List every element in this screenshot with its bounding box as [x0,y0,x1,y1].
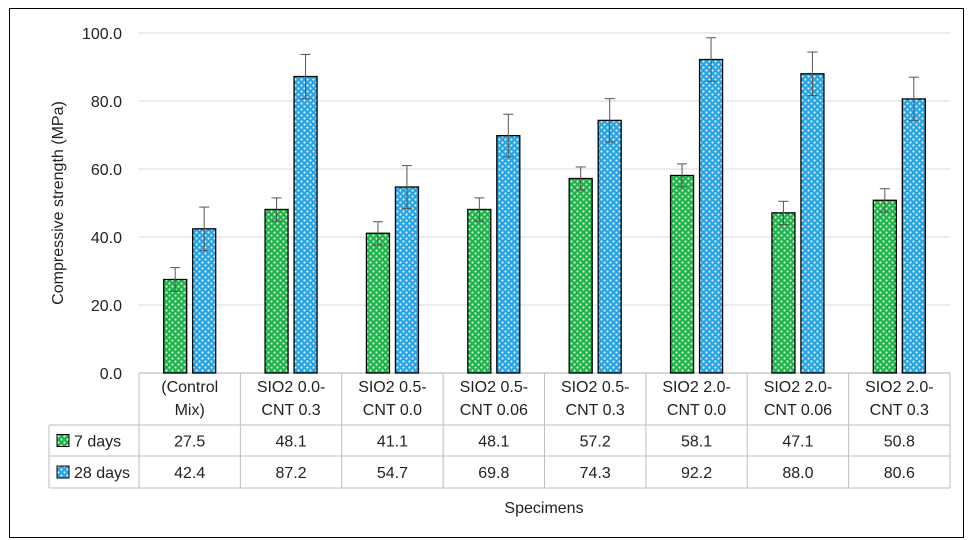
gridlines [139,32,950,374]
data-label: 50.8 [884,434,915,451]
y-tick-label: 0.0 [100,366,122,383]
bar [496,135,521,374]
bar [597,119,622,374]
legend-key [56,434,70,447]
bar [901,98,926,374]
data-label: 87.2 [275,465,306,482]
x-tick-label: CNT 0.06 [460,402,528,419]
x-tick-label: (Control [161,379,218,396]
y-tick-label: 20.0 [91,298,122,315]
x-tick-label: CNT 0.0 [363,402,422,419]
y-tick-label: 100.0 [82,26,122,43]
data-label: 80.6 [884,465,915,482]
x-tick-label: SIO2 0.5- [460,379,528,396]
x-tick-label: CNT 0.06 [764,402,832,419]
data-label: 48.1 [275,434,306,451]
y-axis-title: Compressive strength (MPa) [50,101,67,305]
x-axis-title: Specimens [504,500,583,517]
data-label: 27.5 [174,434,205,451]
data-label: 41.1 [377,434,408,451]
bar [264,208,289,374]
data-label: 57.2 [580,434,611,451]
data-label: 74.3 [580,465,611,482]
y-tick-label: 60.0 [91,162,122,179]
data-label: 42.4 [174,465,205,482]
bar [394,186,420,374]
data-label: 92.2 [681,465,712,482]
data-table: 7 days 27.5 48.1 41.1 48.1 57.2 58.1 47.1 50.8 28… [48,373,951,489]
x-tick-label: SIO2 2.0- [865,379,933,396]
x-tick-label: SIO2 0.5- [358,379,426,396]
bar [800,73,825,374]
bar [771,212,796,374]
bar [293,75,318,374]
bar [163,278,188,374]
bars [163,37,926,374]
x-tick-label: CNT 0.3 [870,402,929,419]
data-label: 58.1 [681,434,712,451]
x-tick-label: CNT 0.3 [566,402,625,419]
bar [365,232,391,374]
bar [568,177,593,374]
x-tick-label: SIO2 2.0- [764,379,832,396]
x-tick-label: CNT 0.0 [667,402,726,419]
legend-label: 28 days [74,465,130,482]
x-tick-label: SIO2 2.0- [662,379,730,396]
x-tick-label: CNT 0.3 [261,402,320,419]
x-tick-label: Mix) [175,402,205,419]
bar [872,199,897,374]
bar [669,174,695,374]
x-tick-label: SIO2 0.0- [257,379,325,396]
bar [467,208,492,374]
data-label: 54.7 [377,465,408,482]
legend-key [56,465,70,479]
y-tick-label: 40.0 [91,230,122,247]
y-tick-label: 80.0 [91,94,122,111]
axis-labels: 0.0 20.0 40.0 60.0 80.0 100.0 (Control Mix) SIO2… [50,26,934,517]
x-tick-label: SIO2 0.5- [561,379,629,396]
data-label: 48.1 [478,434,509,451]
data-label: 88.0 [782,465,813,482]
data-label: 47.1 [782,434,813,451]
legend-label: 7 days [74,434,121,451]
data-label: 69.8 [478,465,509,482]
bar [698,58,724,374]
